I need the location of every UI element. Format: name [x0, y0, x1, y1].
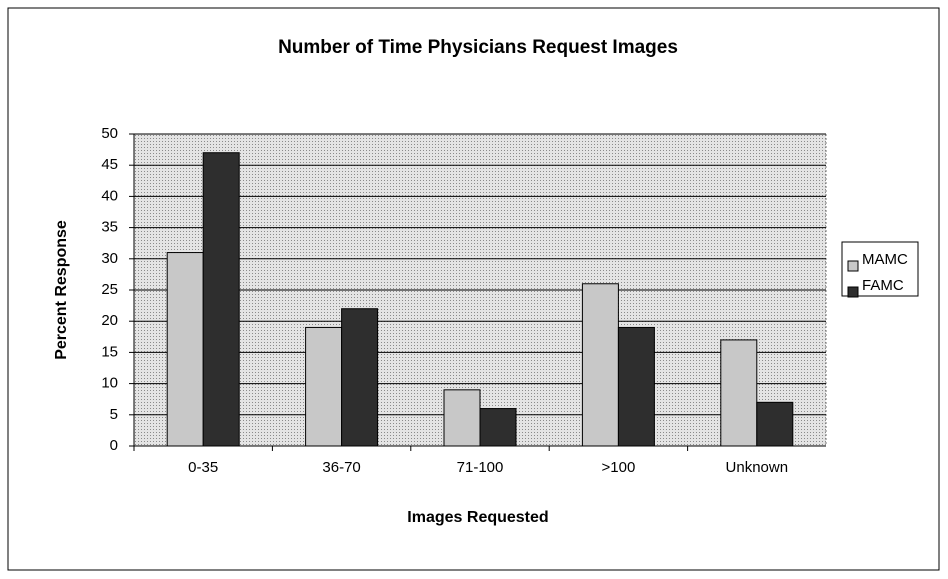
bar [581, 283, 619, 447]
bar [479, 408, 517, 447]
bar [756, 401, 794, 447]
y-tick-label: 30 [101, 250, 118, 267]
x-tick-label: >100 [602, 459, 636, 476]
bar [202, 152, 240, 447]
y-tick-label: 10 [101, 375, 118, 392]
x-tick-label: Unknown [726, 459, 789, 476]
y-tick-label: 50 [101, 125, 118, 142]
bar [305, 326, 343, 447]
y-tick-label: 5 [110, 406, 118, 423]
bar [341, 308, 379, 447]
y-tick-label: 0 [110, 437, 118, 454]
bar [166, 252, 204, 447]
bar [617, 326, 655, 447]
chart-title: Number of Time Physicians Request Images [278, 37, 678, 58]
x-tick-label: 0-35 [188, 459, 218, 476]
x-tick-label: 71-100 [457, 459, 504, 476]
y-tick-label: 15 [101, 343, 118, 360]
y-tick-label: 35 [101, 219, 118, 236]
legend-label: FAMC [862, 277, 904, 294]
legend-swatch [847, 260, 859, 272]
x-axis-title: Images Requested [407, 509, 548, 526]
y-tick-label: 45 [101, 156, 118, 173]
y-tick-label: 20 [101, 312, 118, 329]
y-axis-title: Percent Response [53, 220, 70, 360]
bar [443, 389, 481, 447]
x-tick-label: 36-70 [322, 459, 360, 476]
y-tick-label: 40 [101, 187, 118, 204]
legend-swatch [847, 286, 859, 298]
bar [720, 339, 758, 447]
y-tick-label: 25 [101, 281, 118, 298]
legend-label: MAMC [862, 251, 908, 268]
